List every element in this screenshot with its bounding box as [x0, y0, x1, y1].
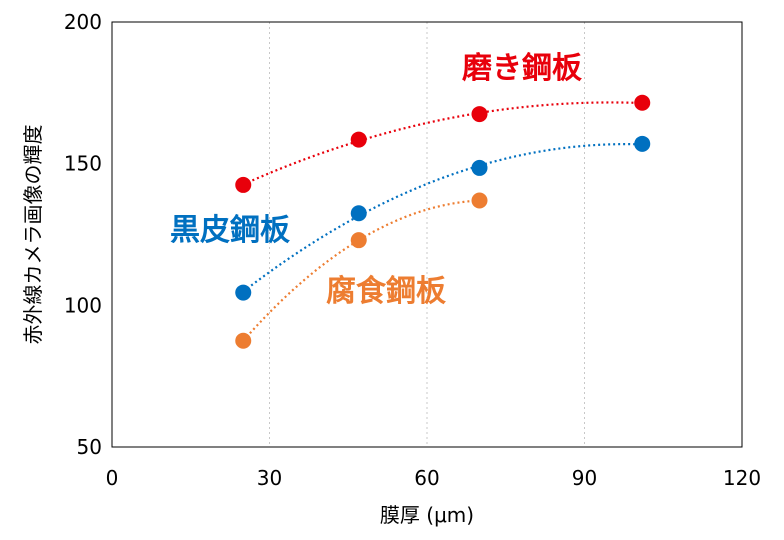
- x-tick-label: 90: [572, 466, 597, 490]
- series-label-corroded-steel: 腐食鋼板: [326, 274, 446, 309]
- y-tick-label: 200: [64, 10, 102, 34]
- grid-lines: [269, 22, 585, 447]
- series-label-black-scale-steel: 黒皮鋼板: [170, 213, 290, 248]
- data-point-corroded: [350, 232, 367, 249]
- y-tick-label: 50: [77, 435, 102, 459]
- y-axis-title: 赤外線カメラ画像の輝度: [21, 125, 45, 345]
- y-axis-ticks: 50 100 150 200: [64, 10, 102, 459]
- data-point-polished: [634, 94, 651, 111]
- data-point-polished: [350, 131, 367, 148]
- plot-frame: [111, 21, 743, 448]
- x-tick-label: 0: [106, 466, 119, 490]
- data-point-black-scale: [634, 135, 651, 152]
- data-point-black-scale: [471, 159, 488, 176]
- data-point-polished: [235, 176, 252, 193]
- data-point-black-scale: [350, 205, 367, 222]
- data-point-corroded: [235, 332, 252, 349]
- x-axis-ticks: 0 30 60 90 120: [106, 466, 761, 490]
- data-point-corroded: [471, 192, 488, 209]
- x-tick-label: 30: [257, 466, 282, 490]
- data-point-black-scale: [235, 284, 252, 301]
- data-point-polished: [471, 106, 488, 123]
- series-layer: [235, 94, 651, 349]
- x-tick-label: 60: [414, 466, 439, 490]
- series-label-polished-steel: 磨き鋼板: [462, 51, 582, 86]
- trendline-polished: [242, 101, 643, 186]
- x-axis-title: 膜厚 (μm): [380, 503, 474, 527]
- x-tick-label: 120: [723, 466, 761, 490]
- y-tick-label: 100: [64, 293, 102, 317]
- trendline-black-scale: [242, 143, 643, 293]
- y-tick-label: 150: [64, 152, 102, 176]
